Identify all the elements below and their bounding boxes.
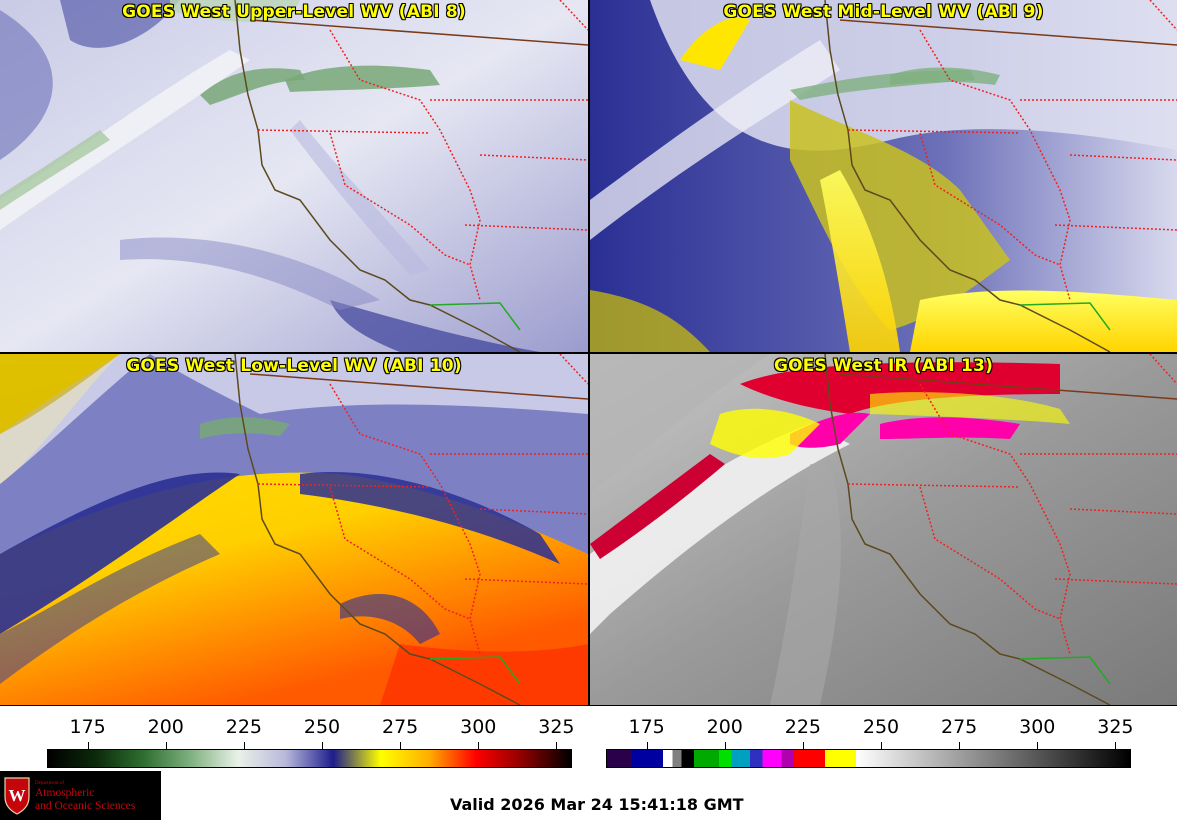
panel-title: GOES West Mid-Level WV (ABI 9) (723, 2, 1044, 22)
wv-colorbar-tick-label: 175 (69, 716, 106, 738)
wv-colorbar-tick-label: 300 (460, 716, 497, 738)
upper-level-wv-image (0, 0, 588, 352)
svg-text:W: W (9, 786, 26, 805)
ir-colorbar-tick-label: 275 (940, 716, 978, 738)
panel-low-level-wv: GOES West Low-Level WV (ABI 10) (0, 354, 588, 705)
ir-colorbar-tick-mark (1115, 742, 1117, 749)
wv-colorbar-tick-mark (400, 742, 402, 749)
uw-crest-icon: W (4, 777, 30, 815)
ir-colorbar-tick-mark (881, 742, 882, 749)
panel-mid-level-wv: GOES West Mid-Level WV (ABI 9) (590, 0, 1177, 352)
logo-name: Atmospheric and Oceanic Sciences (35, 787, 135, 813)
aos-logo: W Department of Atmospheric and Oceanic … (0, 771, 161, 820)
ir-colorbar-tick-label: 175 (628, 716, 665, 738)
ir-colorbar-tick-label: 300 (1019, 716, 1056, 738)
logo-line-1: Atmospheric (35, 787, 95, 799)
panel-ir: GOES West IR (ABI 13) (590, 354, 1177, 705)
panel-upper-level-wv: GOES West Upper-Level WV (ABI 8) (0, 0, 588, 352)
wv-colorbar-tick-label: 225 (225, 716, 263, 738)
wv-colorbar-tick-mark (322, 742, 323, 749)
ir-colorbar-tick-label: 225 (784, 716, 822, 738)
wv-colorbar-tick-label: 275 (381, 716, 419, 738)
panel-title: GOES West IR (ABI 13) (773, 356, 994, 376)
ir-colorbar-tick-mark (802, 742, 804, 749)
ir-colorbar-tick-mark (1037, 742, 1039, 749)
mid-level-wv-image (590, 0, 1177, 352)
ir-colorbar-tick-label: 325 (1097, 716, 1134, 738)
panel-title: GOES West Upper-Level WV (ABI 8) (122, 2, 466, 22)
wv-colorbar (47, 749, 572, 768)
low-level-wv-image (0, 354, 588, 705)
panel-bottom-border (0, 705, 1177, 706)
ir-colorbar-tick-label: 250 (862, 716, 900, 738)
ir-colorbar (606, 749, 1131, 768)
logo-department: Department of (35, 781, 65, 786)
ir-colorbar-tick-label: 200 (706, 716, 743, 738)
panel-divider-horizontal (0, 352, 1177, 354)
wv-colorbar-tick-label: 325 (538, 716, 575, 738)
wv-colorbar-tick-mark (243, 742, 245, 749)
wv-colorbar-tick-mark (87, 742, 89, 749)
wv-colorbar-tick-label: 200 (147, 716, 184, 738)
panel-title: GOES West Low-Level WV (ABI 10) (126, 356, 462, 376)
logo-line-2: and Oceanic Sciences (35, 800, 136, 812)
wv-colorbar-tick-mark (165, 742, 167, 749)
wv-colorbar-tick-label: 250 (303, 716, 341, 738)
ir-colorbar-tick-mark (646, 742, 648, 749)
wv-colorbar-tick-mark (556, 742, 558, 749)
ir-image (590, 354, 1177, 705)
ir-colorbar-tick-mark (724, 742, 726, 749)
wv-colorbar-tick-mark (478, 742, 480, 749)
valid-time: Valid 2026 Mar 24 15:41:18 GMT (450, 795, 744, 814)
ir-colorbar-tick-mark (959, 742, 961, 749)
